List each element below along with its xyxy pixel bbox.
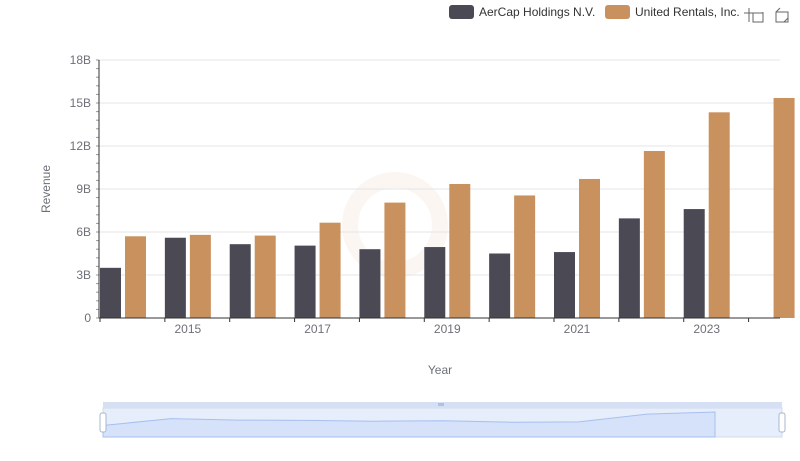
x-tick-label: 2021: [564, 322, 591, 336]
bars: [100, 97, 795, 319]
y-tick-label: 18B: [70, 53, 91, 67]
y-tick-label: 15B: [70, 96, 91, 110]
bar-aercap-2018[interactable]: [359, 249, 381, 318]
bar-aercap-2022[interactable]: [618, 218, 640, 318]
bar-aercap-2023[interactable]: [683, 209, 705, 318]
bar-united-2017[interactable]: [319, 222, 341, 318]
bar-aercap-2019[interactable]: [424, 247, 446, 318]
legend-label-united: United Rentals, Inc.: [635, 5, 740, 19]
legend-item-aercap[interactable]: AerCap Holdings N.V.: [449, 5, 595, 19]
bar-aercap-2017[interactable]: [294, 245, 316, 318]
y-tick-label: 0: [84, 311, 91, 325]
bar-united-2024[interactable]: [773, 97, 795, 318]
bar-united-2015[interactable]: [189, 234, 211, 318]
x-axis-title: Year: [428, 363, 452, 377]
slider-handle-right[interactable]: [778, 412, 786, 433]
slider-handle-left[interactable]: [99, 412, 107, 433]
bar-aercap-2015[interactable]: [164, 237, 186, 318]
bar-aercap-2014[interactable]: [100, 267, 121, 318]
slider-preview-area: [102, 411, 716, 438]
bar-united-2018[interactable]: [384, 202, 406, 318]
y-tick-label: 12B: [70, 139, 91, 153]
x-tick-label: 2023: [693, 322, 720, 336]
slider-preview: [102, 411, 716, 438]
legend-swatch-united: [605, 5, 630, 19]
axes: 0 3B 6B 9B 12B 15B 18B 2015 2017 2019 2021 2023: [70, 53, 780, 336]
zoom-select-icon[interactable]: [744, 8, 764, 23]
y-axis-title: Revenue: [39, 165, 53, 213]
legend-swatch-aercap: [449, 5, 474, 19]
legend: AerCap Holdings N.V. United Rentals, Inc…: [449, 5, 740, 19]
bar-united-2022[interactable]: [643, 151, 665, 318]
bar-united-2019[interactable]: [449, 183, 471, 318]
data-zoom-slider[interactable]: [99, 402, 786, 438]
restore-icon[interactable]: [775, 7, 789, 23]
bar-aercap-2020[interactable]: [489, 253, 511, 319]
bar-united-2016[interactable]: [254, 235, 276, 318]
legend-label-aercap: AerCap Holdings N.V.: [479, 5, 595, 19]
bar-united-2021[interactable]: [579, 178, 600, 318]
y-tick-label: 6B: [76, 225, 91, 239]
slider-grip-icon: [438, 403, 444, 406]
x-tick-label: 2015: [175, 322, 202, 336]
bar-aercap-2021[interactable]: [554, 252, 575, 318]
y-tick-label: 3B: [76, 268, 91, 282]
bar-united-2014[interactable]: [125, 236, 146, 318]
legend-item-united[interactable]: United Rentals, Inc.: [605, 5, 740, 19]
bar-united-2023[interactable]: [708, 112, 730, 318]
y-tick-label: 9B: [76, 182, 91, 196]
bar-aercap-2016[interactable]: [229, 244, 251, 318]
bar-united-2020[interactable]: [514, 195, 536, 318]
x-tick-label: 2017: [304, 322, 331, 336]
x-tick-label: 2019: [434, 322, 461, 336]
